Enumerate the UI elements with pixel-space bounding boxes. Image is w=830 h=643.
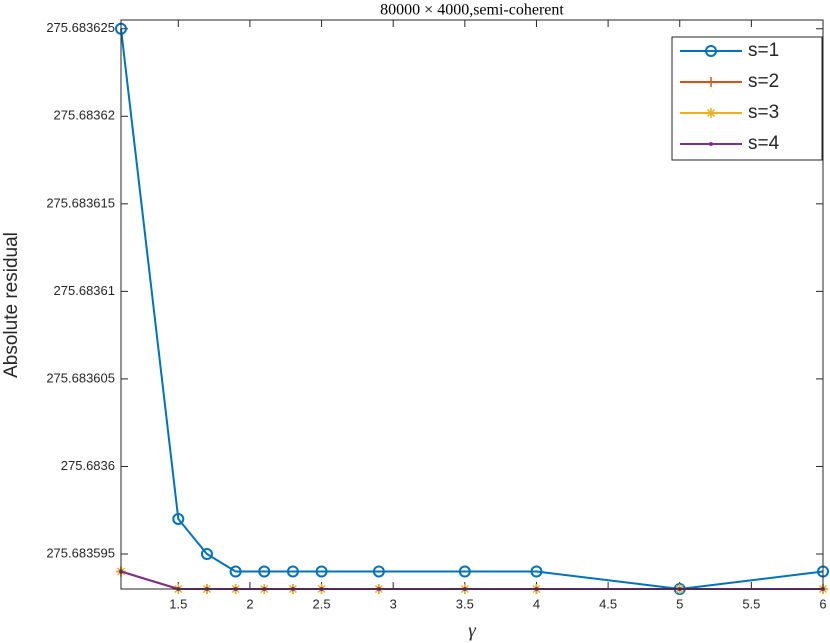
y-tick-label: 275.683615	[46, 195, 115, 210]
legend-label: s=3	[748, 102, 779, 123]
marker	[706, 108, 716, 118]
x-tick-label: 2.5	[313, 596, 331, 611]
chart-title: 80000 × 4000,semi-coherent	[380, 2, 564, 19]
marker	[315, 565, 328, 578]
marker	[200, 547, 213, 560]
x-axis-label: γ	[468, 620, 476, 641]
marker	[372, 565, 385, 578]
y-tick-label: 275.68362	[54, 108, 115, 123]
axes-box	[120, 19, 824, 590]
y-tick-label: 275.6836	[61, 458, 115, 473]
y-tick-label: 275.683625	[46, 20, 115, 35]
y-tick-label: 275.683605	[46, 370, 115, 385]
x-tick-label: 1.5	[169, 596, 187, 611]
x-tick-label: 3.5	[456, 596, 474, 611]
legend-label: s=2	[748, 71, 779, 92]
marker	[172, 512, 185, 525]
x-tick-label: 3	[390, 596, 397, 611]
y-tick-label: 275.683595	[46, 545, 115, 560]
x-tick-label: 5	[676, 596, 683, 611]
series-line	[120, 28, 824, 591]
legend-label: s=4	[748, 133, 780, 154]
marker	[286, 565, 299, 578]
marker	[229, 565, 242, 578]
marker	[458, 565, 471, 578]
marker	[709, 142, 713, 146]
x-tick-label: 4	[533, 596, 540, 611]
marker	[705, 45, 717, 57]
y-tick-label: 275.68361	[54, 283, 115, 298]
legend-box	[671, 36, 823, 161]
x-tick-label: 5.5	[742, 596, 760, 611]
y-axis-label: Absolute residual	[1, 232, 22, 378]
marker	[530, 565, 543, 578]
x-tick-label: 4.5	[599, 596, 617, 611]
x-tick-label: 6	[819, 596, 826, 611]
marker	[258, 565, 271, 578]
marker	[706, 77, 716, 87]
x-tick-label: 2	[246, 596, 253, 611]
legend-label: s=1	[748, 40, 779, 61]
